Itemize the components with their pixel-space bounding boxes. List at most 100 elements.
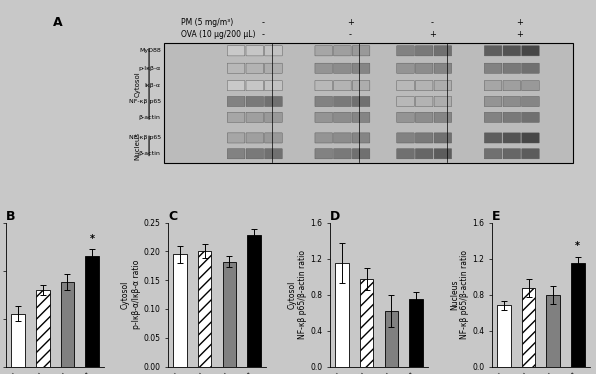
FancyBboxPatch shape xyxy=(434,96,452,107)
Bar xyxy=(36,290,49,367)
FancyBboxPatch shape xyxy=(522,133,539,143)
FancyBboxPatch shape xyxy=(503,133,520,143)
FancyBboxPatch shape xyxy=(522,96,539,107)
Bar xyxy=(247,235,260,367)
FancyBboxPatch shape xyxy=(227,96,245,107)
FancyBboxPatch shape xyxy=(265,46,283,56)
Text: *: * xyxy=(575,241,581,251)
FancyBboxPatch shape xyxy=(522,63,539,73)
FancyBboxPatch shape xyxy=(485,63,502,73)
FancyBboxPatch shape xyxy=(265,80,283,91)
FancyBboxPatch shape xyxy=(415,96,433,107)
FancyBboxPatch shape xyxy=(227,63,245,73)
Text: p-Iκβ-α: p-Iκβ-α xyxy=(138,66,161,71)
FancyBboxPatch shape xyxy=(246,46,263,56)
Text: β-actin: β-actin xyxy=(139,115,161,120)
FancyBboxPatch shape xyxy=(334,149,351,159)
FancyBboxPatch shape xyxy=(434,112,452,122)
Text: -: - xyxy=(262,18,265,27)
FancyBboxPatch shape xyxy=(352,133,370,143)
Bar xyxy=(498,305,511,367)
Text: D: D xyxy=(330,209,340,223)
Text: NF-κβ p65: NF-κβ p65 xyxy=(129,99,161,104)
FancyBboxPatch shape xyxy=(352,46,370,56)
FancyBboxPatch shape xyxy=(227,112,245,122)
FancyBboxPatch shape xyxy=(315,133,333,143)
Bar xyxy=(547,294,560,367)
Text: Iκβ-α: Iκβ-α xyxy=(145,83,161,88)
FancyBboxPatch shape xyxy=(415,112,433,122)
Text: -: - xyxy=(431,18,434,27)
FancyBboxPatch shape xyxy=(352,96,370,107)
FancyBboxPatch shape xyxy=(246,112,263,122)
FancyBboxPatch shape xyxy=(334,80,351,91)
FancyBboxPatch shape xyxy=(415,149,433,159)
FancyBboxPatch shape xyxy=(265,96,283,107)
FancyBboxPatch shape xyxy=(434,133,452,143)
Text: E: E xyxy=(492,209,501,223)
FancyBboxPatch shape xyxy=(227,80,245,91)
FancyBboxPatch shape xyxy=(485,96,502,107)
Text: NF-κβ p65: NF-κβ p65 xyxy=(129,135,161,140)
FancyBboxPatch shape xyxy=(397,96,414,107)
Text: +: + xyxy=(517,18,523,27)
FancyBboxPatch shape xyxy=(485,80,502,91)
FancyBboxPatch shape xyxy=(227,46,245,56)
Text: +: + xyxy=(517,30,523,40)
FancyBboxPatch shape xyxy=(246,80,263,91)
FancyBboxPatch shape xyxy=(397,133,414,143)
FancyBboxPatch shape xyxy=(315,46,333,56)
Y-axis label: Cytosol
NF-κβ p65/β-actin ratio: Cytosol NF-κβ p65/β-actin ratio xyxy=(288,250,308,339)
Text: *: * xyxy=(89,234,94,243)
FancyBboxPatch shape xyxy=(522,46,539,56)
Bar xyxy=(336,263,349,367)
FancyBboxPatch shape xyxy=(522,80,539,91)
Bar xyxy=(409,299,423,367)
FancyBboxPatch shape xyxy=(434,46,452,56)
FancyBboxPatch shape xyxy=(265,133,283,143)
FancyBboxPatch shape xyxy=(503,149,520,159)
Text: β-actin: β-actin xyxy=(139,151,161,156)
FancyBboxPatch shape xyxy=(334,46,351,56)
FancyBboxPatch shape xyxy=(265,63,283,73)
FancyBboxPatch shape xyxy=(352,149,370,159)
FancyBboxPatch shape xyxy=(352,80,370,91)
Text: Nucleus: Nucleus xyxy=(134,132,140,160)
FancyBboxPatch shape xyxy=(397,149,414,159)
FancyBboxPatch shape xyxy=(265,149,283,159)
FancyBboxPatch shape xyxy=(434,149,452,159)
Text: -: - xyxy=(349,30,352,40)
FancyBboxPatch shape xyxy=(415,46,433,56)
FancyBboxPatch shape xyxy=(315,63,333,73)
FancyBboxPatch shape xyxy=(227,133,245,143)
Bar xyxy=(522,288,535,367)
FancyBboxPatch shape xyxy=(315,96,333,107)
Y-axis label: Cytosol
p-Iκβ-α/Iκβ-α ratio: Cytosol p-Iκβ-α/Iκβ-α ratio xyxy=(121,260,141,329)
FancyBboxPatch shape xyxy=(415,63,433,73)
FancyBboxPatch shape xyxy=(415,133,433,143)
FancyBboxPatch shape xyxy=(503,96,520,107)
FancyBboxPatch shape xyxy=(352,112,370,122)
FancyBboxPatch shape xyxy=(397,63,414,73)
Bar xyxy=(222,262,236,367)
FancyBboxPatch shape xyxy=(485,46,502,56)
Bar xyxy=(61,282,74,367)
FancyBboxPatch shape xyxy=(415,80,433,91)
FancyBboxPatch shape xyxy=(246,63,263,73)
FancyBboxPatch shape xyxy=(485,149,502,159)
FancyBboxPatch shape xyxy=(397,46,414,56)
FancyBboxPatch shape xyxy=(334,112,351,122)
Text: Cytosol: Cytosol xyxy=(134,71,140,97)
Bar xyxy=(85,256,98,367)
FancyBboxPatch shape xyxy=(315,80,333,91)
Bar xyxy=(173,254,187,367)
Bar xyxy=(164,43,573,163)
Text: +: + xyxy=(429,30,436,40)
FancyBboxPatch shape xyxy=(397,80,414,91)
FancyBboxPatch shape xyxy=(503,112,520,122)
FancyBboxPatch shape xyxy=(334,96,351,107)
FancyBboxPatch shape xyxy=(352,63,370,73)
Text: B: B xyxy=(6,209,15,223)
Y-axis label: Nucleus
NF-κβ p65/β-actin ratio: Nucleus NF-κβ p65/β-actin ratio xyxy=(450,250,469,339)
Text: C: C xyxy=(168,209,177,223)
